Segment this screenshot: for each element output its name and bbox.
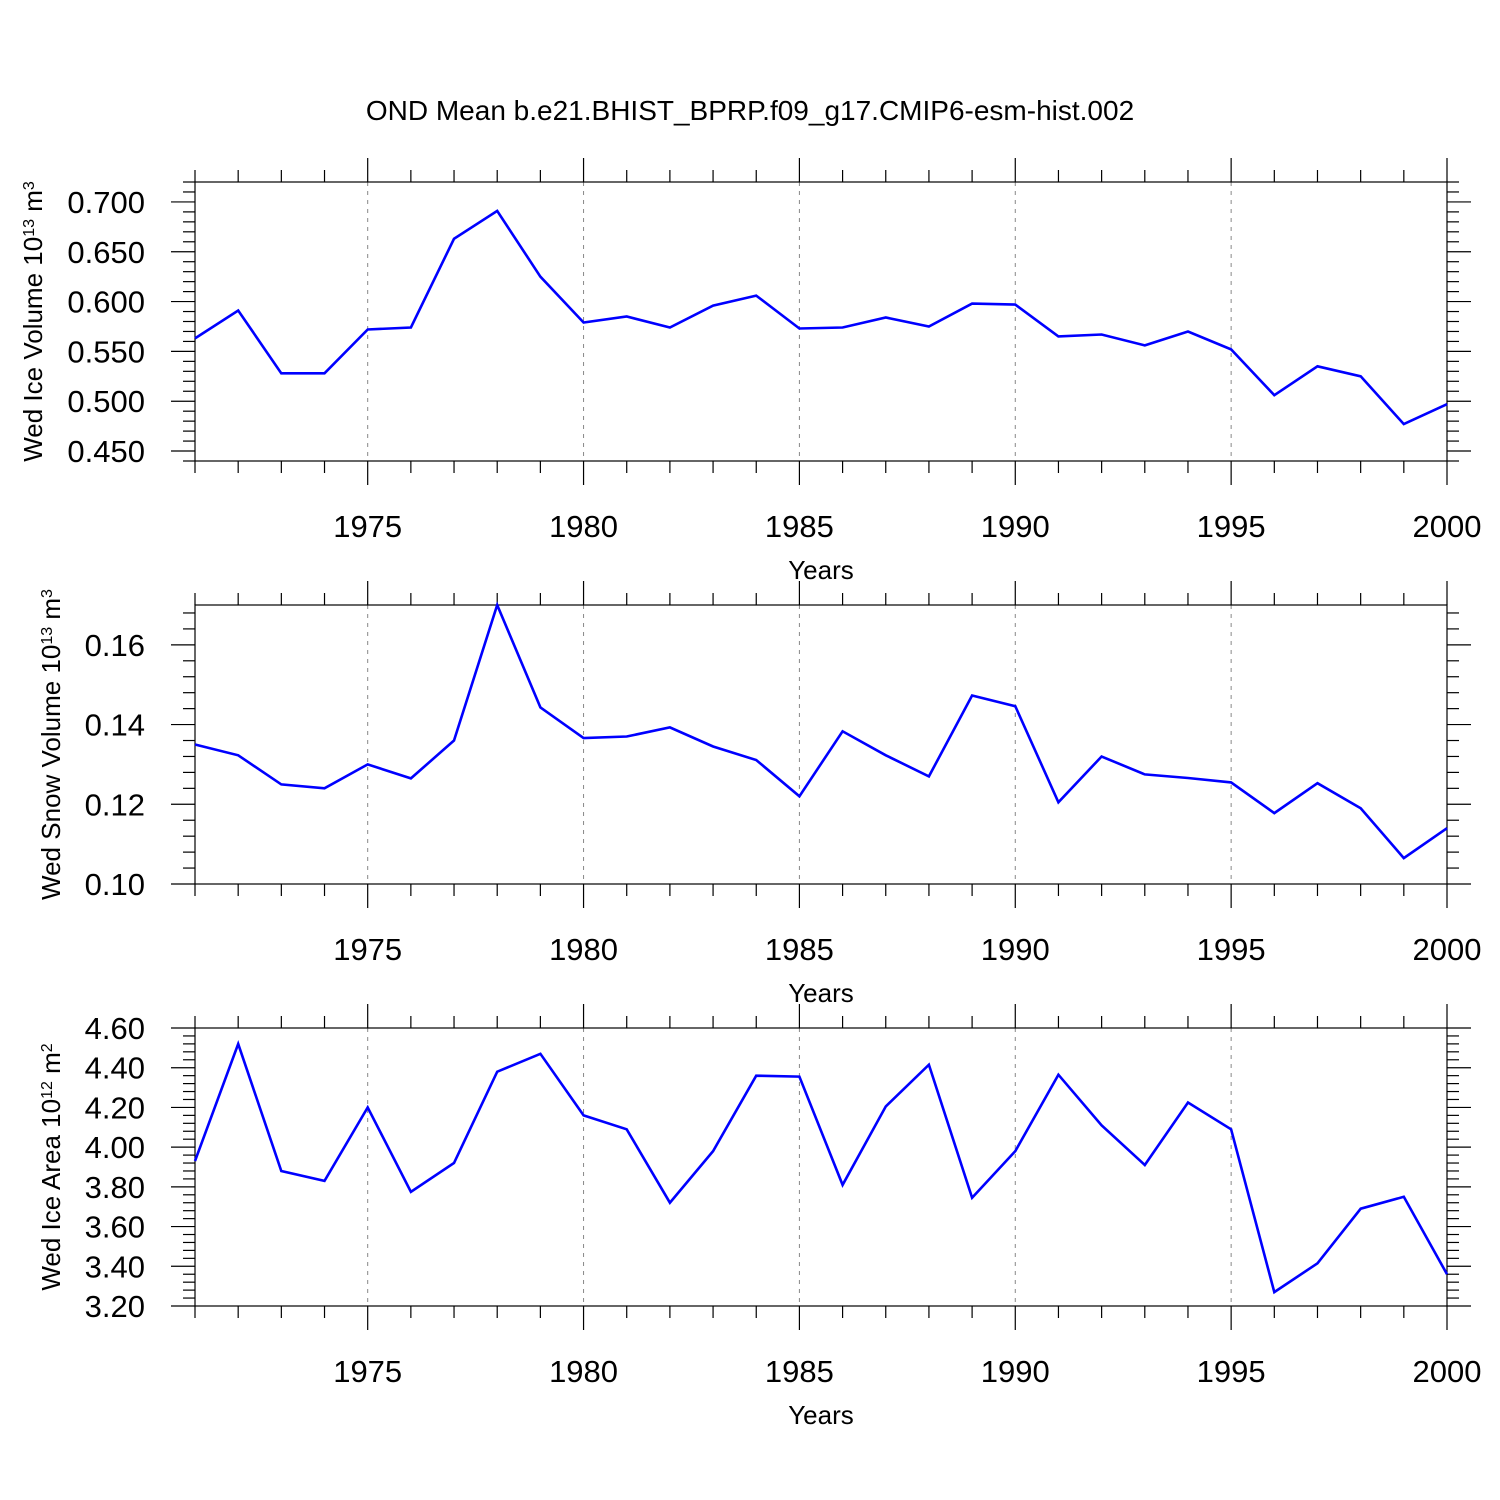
x-axis-label: Years <box>788 1400 854 1430</box>
plot-frame <box>194 1027 1448 1307</box>
x-axis-label: Years <box>788 978 854 1008</box>
x-tick-label: 1990 <box>981 1354 1050 1389</box>
x-tick-label: 1990 <box>981 509 1050 544</box>
y-tick-label: 0.12 <box>85 787 145 822</box>
y-tick-label: 0.450 <box>67 434 145 469</box>
y-axis-label: Wed Ice Area 1012 m2 <box>36 1043 66 1290</box>
y-axis-label-text: m <box>36 1052 66 1081</box>
y-axis-label-text: m <box>18 190 48 219</box>
x-tick-label: 1995 <box>1197 932 1266 967</box>
x-tick-label: 1975 <box>333 509 402 544</box>
y-tick-label: 3.40 <box>85 1249 145 1284</box>
y-tick-label: 3.60 <box>85 1210 145 1245</box>
y-tick-label: 0.500 <box>67 384 145 419</box>
y-tick-label: 0.16 <box>85 628 145 663</box>
x-tick-label: 1985 <box>765 932 834 967</box>
y-axis-label-superscript: 13 <box>39 627 56 645</box>
x-tick-label: 1980 <box>549 1354 618 1389</box>
x-tick-label: 2000 <box>1413 932 1482 967</box>
x-tick-label: 1975 <box>333 1354 402 1389</box>
y-axis-label-text: m <box>36 598 66 627</box>
y-tick-label: 4.60 <box>85 1011 145 1046</box>
series-line <box>193 1040 1449 1295</box>
y-tick-label: 0.700 <box>67 185 145 220</box>
y-tick-label: 0.600 <box>67 285 145 320</box>
y-axis-label-text: Wed Snow Volume 10 <box>36 645 66 900</box>
y-tick-label: 4.00 <box>85 1130 145 1165</box>
x-tick-label: 1985 <box>765 509 834 544</box>
y-tick-label: 0.14 <box>85 708 145 743</box>
y-axis-label-superscript: 12 <box>39 1081 56 1099</box>
y-tick-label: 0.550 <box>67 334 145 369</box>
x-tick-label: 2000 <box>1413 509 1482 544</box>
x-tick-label: 1975 <box>333 932 402 967</box>
y-tick-label: 3.20 <box>85 1289 145 1324</box>
panel-1: 0.450 0.500 0.550 0.600 0.650 0.700 1975 1980 19… <box>18 158 1481 585</box>
x-tick-label: 1995 <box>1197 509 1266 544</box>
y-axis-label-superscript: 2 <box>39 1043 56 1052</box>
x-tick-label: 1995 <box>1197 1354 1266 1389</box>
figure-title: OND Mean b.e21.BHIST_BPRP.f09_g17.CMIP6-… <box>366 95 1134 126</box>
plot-frame <box>194 181 1448 462</box>
y-axis-label-text: Wed Ice Area 10 <box>36 1099 66 1291</box>
y-tick-label: 4.20 <box>85 1090 145 1125</box>
x-tick-label: 1985 <box>765 1354 834 1389</box>
plot-frame <box>194 604 1448 885</box>
x-tick-label: 1990 <box>981 932 1050 967</box>
y-axis-label-superscript: 13 <box>21 219 38 237</box>
series-line <box>194 209 1448 426</box>
y-axis-label: Wed Ice Volume 1013 m3 <box>18 181 48 462</box>
panel-3: 3.20 3.40 3.60 3.80 4.00 4.20 4.40 4.60 1975 1980… <box>36 1004 1481 1430</box>
y-tick-label: 4.40 <box>85 1051 145 1086</box>
y-axis-label: Wed Snow Volume 1013 m3 <box>36 589 66 900</box>
x-tick-label: 1980 <box>549 932 618 967</box>
series-line <box>194 601 1448 860</box>
y-axis-label-text: Wed Ice Volume 10 <box>18 237 48 462</box>
y-axis-label-superscript: 3 <box>21 181 38 190</box>
x-tick-label: 1980 <box>549 509 618 544</box>
y-tick-label: 0.10 <box>85 867 145 902</box>
y-tick-label: 0.650 <box>67 235 145 270</box>
panels: 0.450 0.500 0.550 0.600 0.650 0.700 1975 1980 19… <box>18 158 1481 1430</box>
panel-2: 0.10 0.12 0.14 0.16 1975 1980 1985 1990 1995 2000… <box>36 581 1481 1008</box>
x-tick-label: 2000 <box>1413 1354 1482 1389</box>
y-tick-label: 3.80 <box>85 1170 145 1205</box>
y-axis-label-superscript: 3 <box>39 589 56 598</box>
x-axis-label: Years <box>788 555 854 585</box>
